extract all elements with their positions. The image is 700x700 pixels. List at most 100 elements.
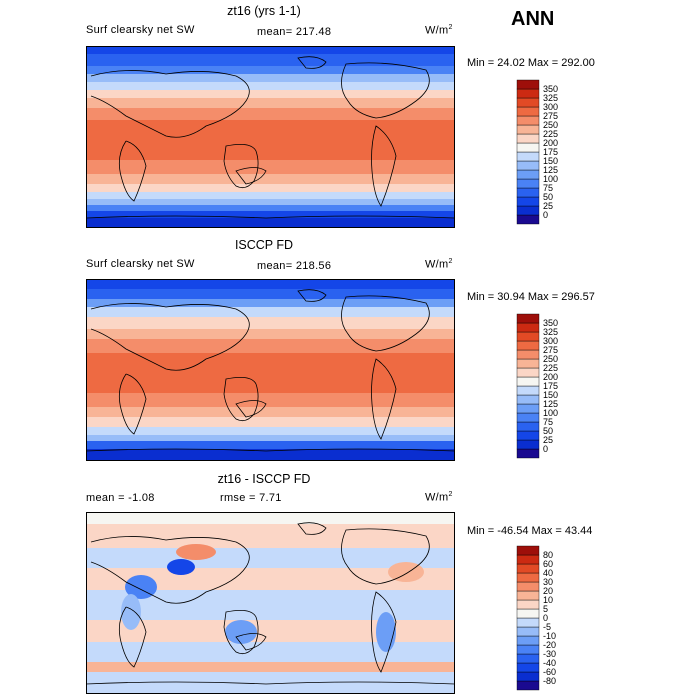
panel-2-max-label: Max = [527, 291, 559, 303]
colorbar-swatch [516, 617, 540, 628]
colorbar-level-label: 200 [543, 372, 558, 382]
panel-3-min-label: Min = [467, 525, 495, 537]
colorbar-swatch [516, 349, 540, 360]
panel-1-mean-label: mean= [257, 26, 293, 38]
colorbar-swatch [516, 626, 540, 637]
panel-1-variable-label: Surf clearsky net SW [86, 24, 195, 36]
colorbar-swatch [516, 662, 540, 673]
colorbar-level-label: 150 [543, 390, 558, 400]
colorbar-level-label: 175 [543, 147, 558, 157]
colorbar-level-label: 275 [543, 345, 558, 355]
panel-2-title: ISCCP FD [234, 238, 294, 252]
colorbar-level-label: 75 [543, 417, 553, 427]
colorbar-swatch [516, 97, 540, 108]
colorbar-swatch [516, 376, 540, 387]
colorbar-level-label: 325 [543, 327, 558, 337]
panel-3-rmse-value: 7.71 [259, 492, 282, 504]
colorbar-swatch [516, 554, 540, 565]
units-base: W/m [425, 24, 449, 37]
panel-2-mean-label: mean= [257, 260, 293, 272]
colorbar-level-label: 0 [543, 210, 548, 220]
panel-2-map [86, 279, 455, 461]
colorbar-swatch [516, 322, 540, 333]
units-base: W/m [425, 491, 449, 504]
panel-3-map [86, 512, 455, 694]
colorbar-swatch [516, 358, 540, 369]
panel-1-min-value: 24.02 [497, 57, 525, 69]
colorbar-level-label: -30 [543, 649, 556, 659]
colorbar-swatch [516, 79, 540, 90]
colorbar-level-label: 50 [543, 426, 553, 436]
panel-2-mean-value: 218.56 [295, 260, 332, 272]
panel-1-units: W/m2 [425, 24, 453, 37]
colorbar-swatch [516, 635, 540, 646]
colorbar-swatch [516, 421, 540, 432]
colorbar-level-label: 250 [543, 120, 558, 130]
colorbar-level-label: 275 [543, 111, 558, 121]
panel-3-mean: mean = -1.08 [86, 492, 155, 504]
panel-3-minmax: Min = -46.54 Max = 43.44 [467, 525, 592, 537]
colorbar-level-label: 250 [543, 354, 558, 364]
panel-2-mean: mean= 218.56 [257, 260, 331, 272]
colorbar-level-label: 100 [543, 408, 558, 418]
colorbar-level-label: 175 [543, 381, 558, 391]
units-base: W/m [425, 258, 449, 271]
panel-3-max-value: 43.44 [564, 525, 593, 537]
colorbar-level-label: -40 [543, 658, 556, 668]
panel-3-min-value: -46.54 [497, 525, 529, 537]
colorbar-level-label: -10 [543, 631, 556, 641]
colorbar-swatch [516, 178, 540, 189]
panel-3-rmse-label: rmse = [220, 492, 256, 504]
colorbar-swatch [516, 590, 540, 601]
colorbar-swatch [516, 124, 540, 135]
colorbar-swatch [516, 653, 540, 664]
units-exponent: 2 [448, 491, 453, 498]
colorbar-swatch [516, 88, 540, 99]
panel-2-minmax: Min = 30.94 Max = 296.57 [467, 291, 595, 303]
colorbar-level-label: 150 [543, 156, 558, 166]
panel-1-mean-value: 217.48 [295, 26, 332, 38]
colorbar-level-label: 0 [543, 444, 548, 454]
colorbar-swatch [516, 340, 540, 351]
panel-3-title: zt16 - ISCCP FD [217, 472, 311, 486]
colorbar-level-label: 20 [543, 586, 553, 596]
colorbar-swatch [516, 430, 540, 441]
colorbar-level-label: 225 [543, 363, 558, 373]
season-label: ANN [511, 8, 555, 30]
colorbar-swatch [516, 151, 540, 162]
colorbar-swatch [516, 448, 540, 459]
colorbar-swatch [516, 331, 540, 342]
colorbar-swatch [516, 671, 540, 682]
panel-3-max-label: Max = [531, 525, 562, 537]
panel-3-units: W/m2 [425, 491, 453, 504]
colorbar-level-label: 30 [543, 577, 553, 587]
colorbar-level-label: 300 [543, 102, 558, 112]
colorbar-level-label: -5 [543, 622, 551, 632]
colorbar-level-label: 300 [543, 336, 558, 346]
colorbar-level-label: 25 [543, 435, 553, 445]
colorbar-level-label: 200 [543, 138, 558, 148]
colorbar-level-label: 125 [543, 165, 558, 175]
colorbar-swatch [516, 313, 540, 324]
colorbar-swatch [516, 394, 540, 405]
colorbar-swatch [516, 133, 540, 144]
panel-1-max-label: Max = [527, 57, 559, 69]
colorbar-level-label: 325 [543, 93, 558, 103]
colorbar-swatch [516, 439, 540, 450]
colorbar-level-label: 40 [543, 568, 553, 578]
colorbar-swatch [516, 644, 540, 655]
colorbar-swatch [516, 106, 540, 117]
colorbar-level-label: 350 [543, 84, 558, 94]
colorbar-swatch [516, 403, 540, 414]
panel-2-min-label: Min = [467, 291, 495, 303]
panel-3-mean-value: -1.08 [128, 492, 155, 504]
panel-1-map [86, 46, 455, 228]
panel-1-coastlines [86, 56, 455, 219]
colorbar-swatch [516, 142, 540, 153]
colorbar-swatch [516, 599, 540, 610]
panel-3-mean-label: mean = [86, 492, 125, 504]
panel-2-min-value: 30.94 [497, 291, 525, 303]
colorbar-swatch [516, 572, 540, 583]
colorbar-swatch [516, 412, 540, 423]
